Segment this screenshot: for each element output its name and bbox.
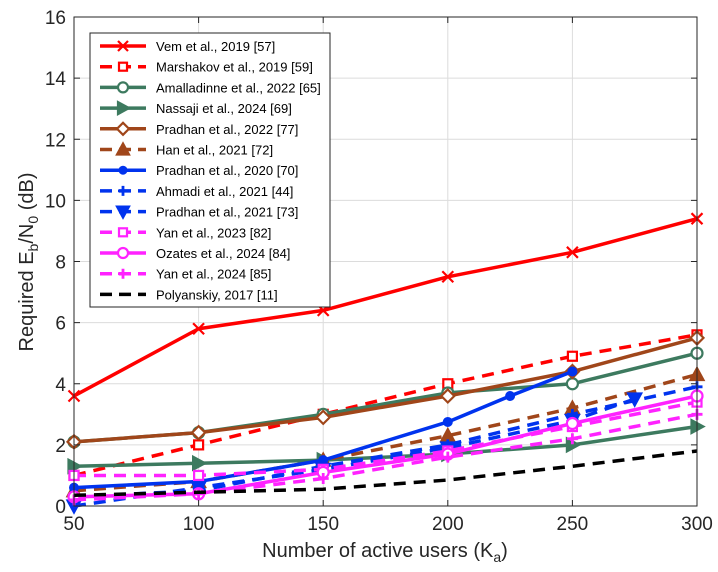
x-tick-label: 100	[183, 514, 215, 535]
legend-label: Pradhan et al., 2021 [73]	[156, 205, 298, 220]
legend-entry: Pradhan et al., 2021 [73]	[100, 205, 298, 220]
legend-entry: Vem et al., 2019 [57]	[100, 39, 275, 54]
x-axis-label: Number of active users (Ka)	[262, 540, 508, 565]
y-tick-label: 0	[55, 497, 66, 518]
series-line	[73, 424, 698, 469]
series-line	[74, 400, 698, 478]
data-point	[116, 81, 130, 94]
series-7	[69, 366, 578, 493]
y-tick-label: 8	[55, 253, 66, 274]
data-point	[566, 246, 579, 259]
data-point	[115, 121, 131, 137]
data-point	[115, 141, 131, 156]
legend-entry: Amalladinne et al., 2022 [65]	[100, 80, 321, 95]
y-tick-label: 6	[55, 314, 66, 335]
series-line	[73, 333, 698, 478]
y-tick-label: 10	[45, 191, 66, 212]
data-point	[117, 227, 129, 238]
data-point	[441, 270, 455, 284]
legend-label: Nassaji et al., 2024 [69]	[156, 101, 292, 116]
legend-label: Polyanskiy, 2017 [11]	[156, 287, 278, 302]
legend-label: Ozates et al., 2024 [84]	[156, 246, 290, 261]
legend-label: Marshakov et al., 2019 [59]	[156, 60, 313, 75]
legend-entry: Ahmadi et al., 2021 [44]	[100, 184, 293, 199]
legend-label: Vem et al., 2019 [57]	[156, 39, 275, 54]
data-point	[505, 390, 516, 401]
legend-entry: Ozates et al., 2024 [84]	[100, 246, 290, 261]
data-point	[190, 424, 207, 441]
legend: Vem et al., 2019 [57] Marshakov et al., 2…	[89, 32, 331, 308]
legend-label: Yan et al., 2023 [82]	[156, 225, 271, 240]
data-point	[193, 439, 205, 451]
data-point	[118, 268, 128, 279]
data-point	[117, 61, 129, 72]
legend-entry: Polyanskiy, 2017 [11]	[100, 287, 278, 302]
x-tick-label: 250	[557, 514, 589, 535]
data-point	[118, 185, 128, 196]
legend-entry: Yan et al., 2023 [82]	[100, 225, 271, 240]
data-point	[192, 454, 208, 472]
data-point	[566, 350, 579, 362]
series-line	[73, 369, 574, 490]
data-point	[118, 165, 128, 175]
series-line	[73, 412, 698, 502]
data-point	[192, 322, 205, 336]
data-point	[116, 100, 132, 116]
legend-entry: Marshakov et al., 2019 [59]	[100, 60, 313, 75]
y-tick-label: 12	[45, 130, 66, 151]
legend-label: Amalladinne et al., 2022 [65]	[156, 80, 321, 95]
legend-label: Yan et al., 2024 [85]	[156, 267, 271, 282]
data-point	[565, 377, 580, 391]
data-point	[567, 366, 578, 377]
y-tick-label: 2	[55, 436, 66, 457]
data-point	[115, 205, 131, 220]
x-tick-label: 200	[432, 514, 464, 535]
legend-entry: Han et al., 2021 [72]	[100, 141, 273, 158]
data-point	[566, 433, 578, 445]
series-layer	[65, 212, 706, 515]
data-point	[193, 469, 205, 482]
legend-entry: Pradhan et al., 2022 [77]	[100, 121, 298, 137]
y-tick-label: 4	[55, 375, 66, 396]
y-axis-label: Required Eb/N0 (dB)	[16, 173, 41, 352]
legend-label: Ahmadi et al., 2021 [44]	[156, 184, 293, 199]
series-line	[73, 449, 698, 498]
data-point	[116, 246, 130, 260]
x-tick-label: 50	[63, 514, 84, 535]
legend-entry: Pradhan et al., 2020 [70]	[100, 163, 298, 178]
data-point	[117, 40, 129, 52]
y-tick-label: 14	[45, 69, 67, 90]
x-tick-label: 150	[307, 514, 339, 535]
data-point	[315, 409, 332, 426]
axis-ticks: 50 100 150 200 250 300 0 2 4 6 8 10 12 14 16	[45, 8, 713, 535]
legend-label: Han et al., 2021 [72]	[156, 143, 273, 158]
x-tick-label: 300	[681, 514, 713, 535]
legend-entry: Yan et al., 2024 [85]	[100, 267, 271, 282]
legend-label: Pradhan et al., 2022 [77]	[156, 122, 298, 137]
series-line	[73, 336, 698, 444]
data-point	[317, 472, 329, 484]
legend-label: Pradhan et al., 2020 [70]	[156, 163, 298, 178]
data-point	[565, 416, 580, 431]
data-point	[439, 387, 456, 405]
series-line	[73, 397, 636, 508]
series-line	[73, 217, 698, 398]
data-point	[626, 392, 644, 408]
data-point	[442, 451, 454, 463]
series-13	[73, 449, 698, 498]
legend-entry: Nassaji et al., 2024 [69]	[100, 100, 292, 116]
y-tick-label: 16	[45, 8, 66, 29]
data-point	[442, 416, 453, 427]
